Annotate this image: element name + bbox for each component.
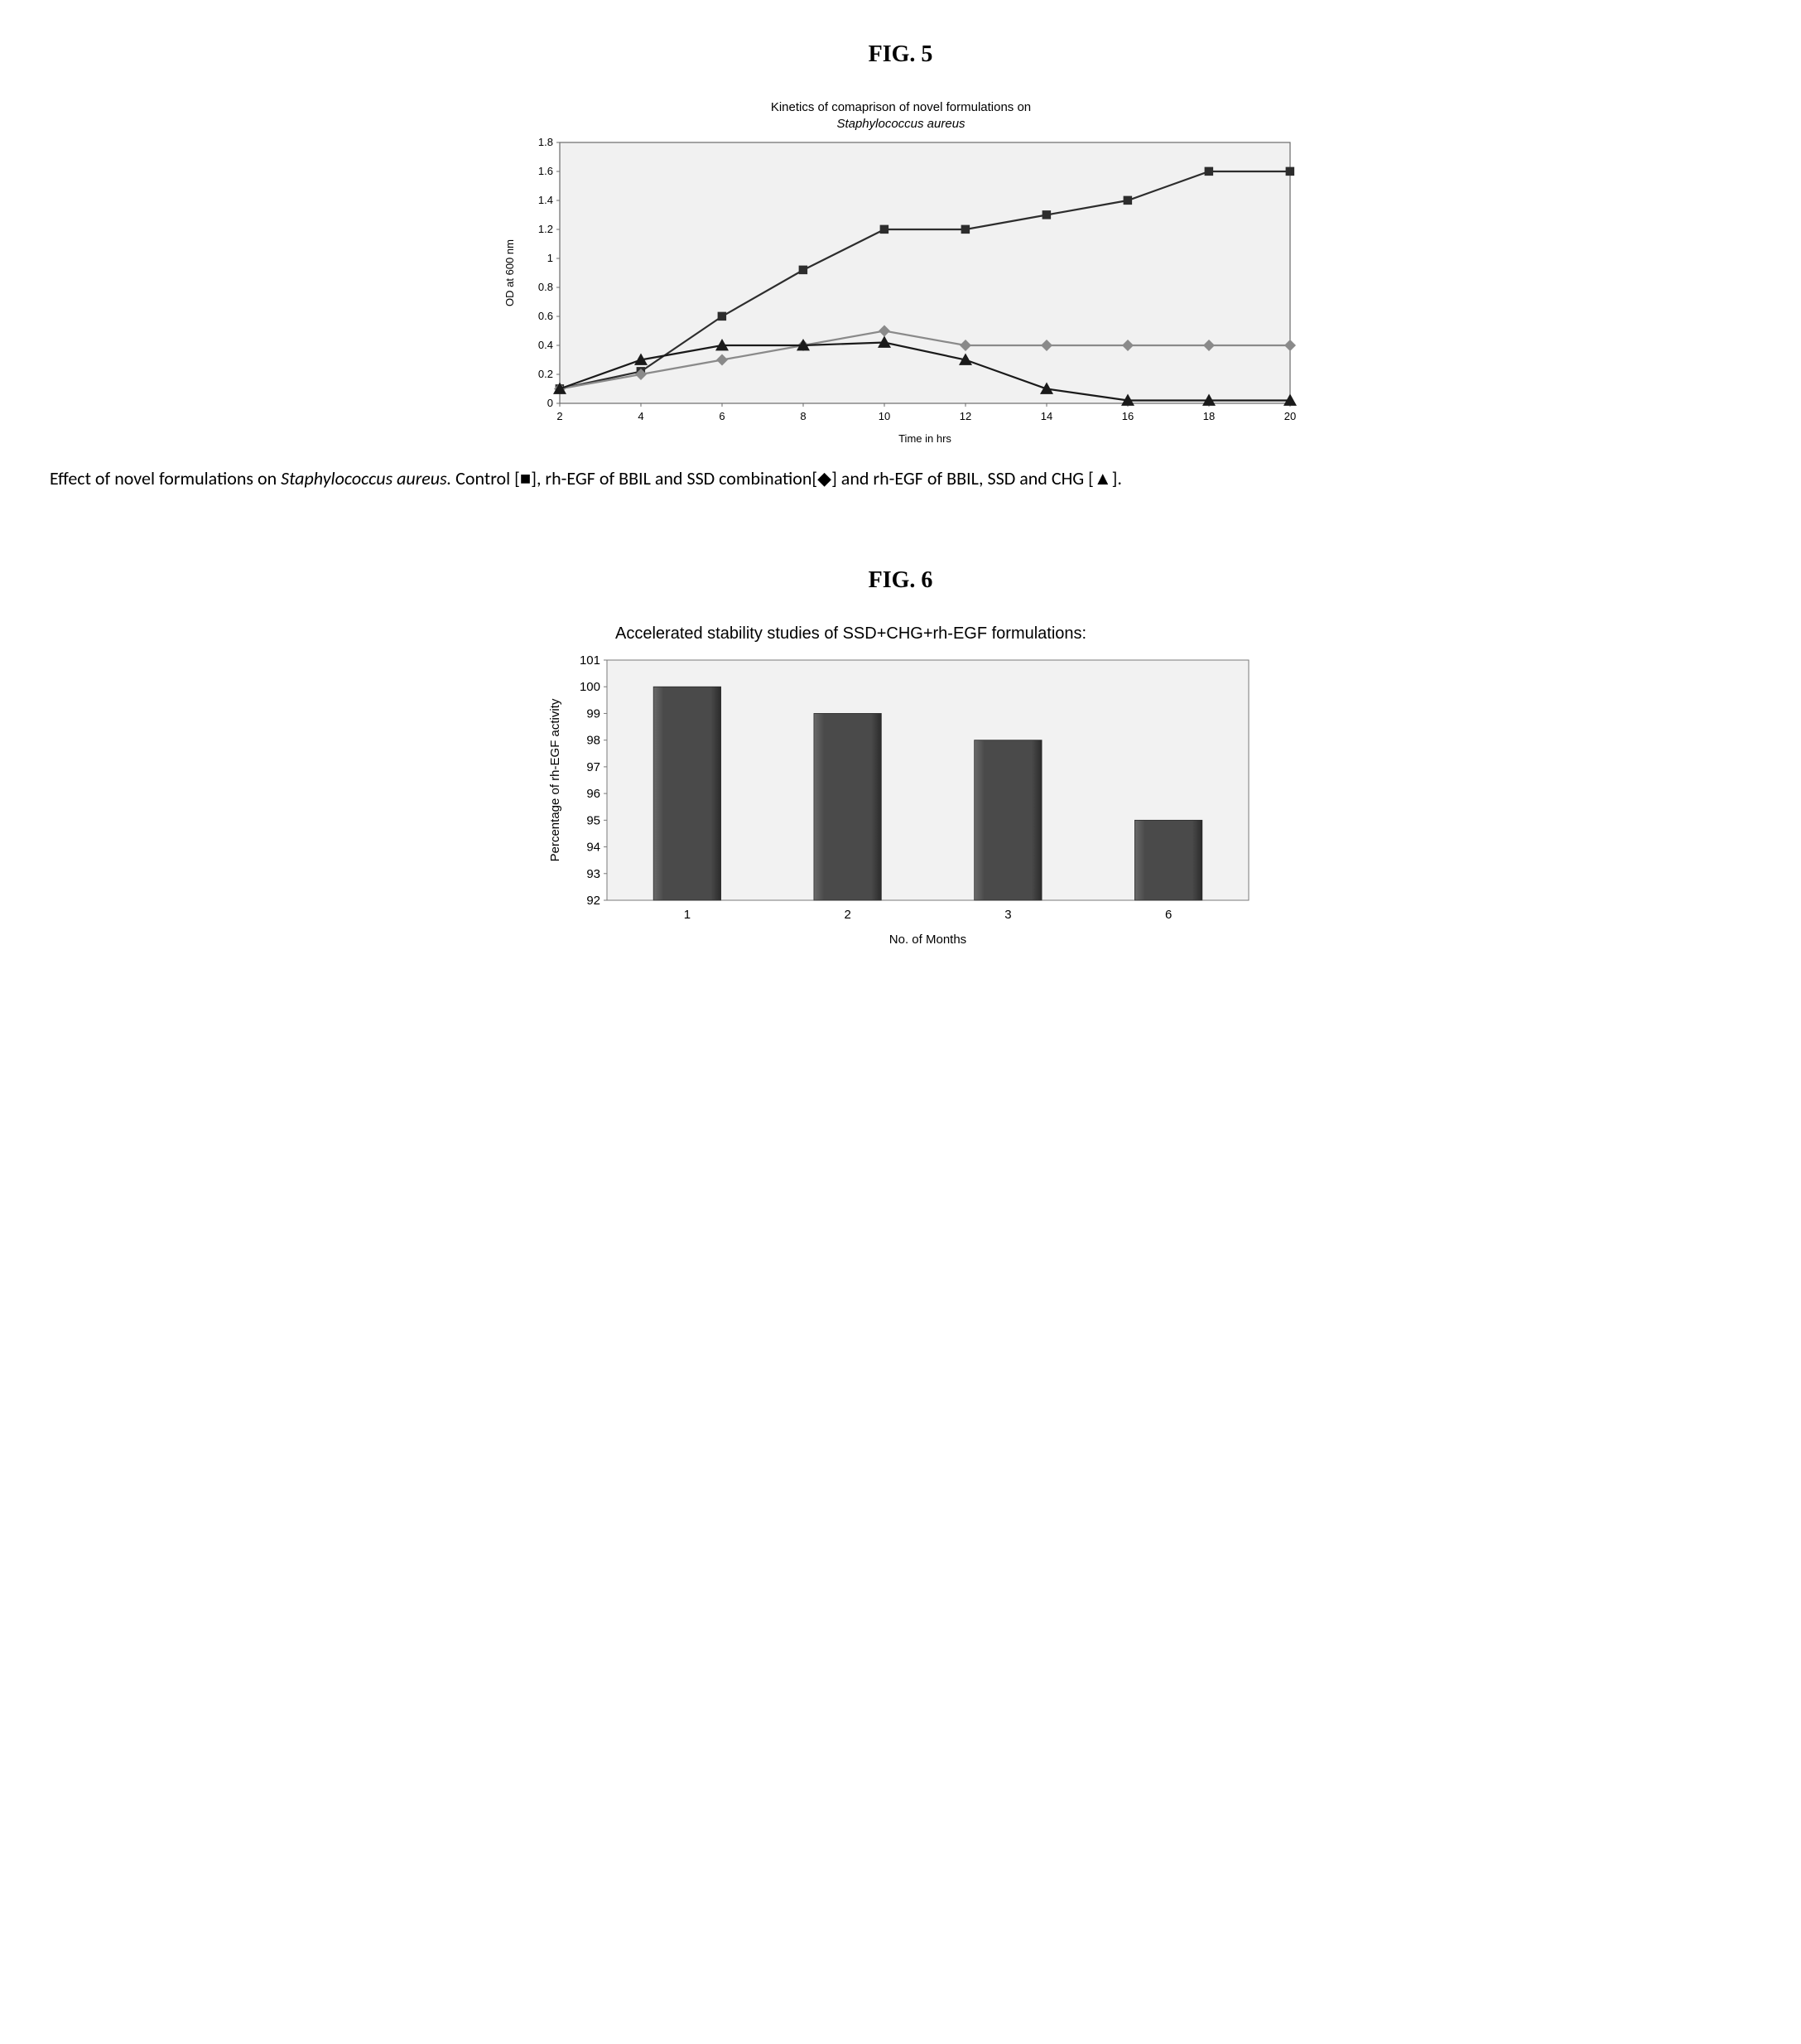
svg-text:Kinetics of comaprison of nove: Kinetics of comaprison of novel formulat… — [770, 100, 1030, 114]
svg-text:20: 20 — [1283, 410, 1295, 422]
triangle-icon: ▲ — [1094, 467, 1112, 489]
svg-text:Time in hrs: Time in hrs — [898, 432, 951, 445]
svg-text:4: 4 — [638, 410, 643, 422]
svg-text:3: 3 — [1004, 908, 1011, 922]
svg-text:1.8: 1.8 — [537, 136, 552, 148]
svg-text:92: 92 — [586, 894, 600, 908]
svg-text:18: 18 — [1202, 410, 1214, 422]
svg-text:96: 96 — [586, 787, 600, 801]
svg-text:93: 93 — [586, 867, 600, 881]
svg-text:94: 94 — [586, 841, 600, 855]
svg-text:95: 95 — [586, 814, 600, 828]
svg-text:12: 12 — [959, 410, 970, 422]
svg-text:0.2: 0.2 — [537, 368, 552, 380]
svg-text:8: 8 — [800, 410, 806, 422]
fig6-label: FIG. 6 — [50, 567, 1751, 594]
diamond-icon: ◆ — [817, 467, 831, 489]
svg-text:2: 2 — [556, 410, 562, 422]
svg-text:0: 0 — [547, 397, 552, 409]
fig5-line-chart: Kinetics of comaprison of novel formulat… — [495, 93, 1307, 449]
svg-text:14: 14 — [1040, 410, 1052, 422]
fig5-caption: Effect of novel formulations on Staphylo… — [50, 464, 1751, 493]
svg-text:16: 16 — [1121, 410, 1133, 422]
svg-text:99: 99 — [586, 707, 600, 721]
svg-text:1: 1 — [547, 252, 552, 264]
svg-text:101: 101 — [579, 653, 600, 668]
caption-text: Control [ — [451, 467, 520, 489]
svg-text:0.4: 0.4 — [537, 339, 552, 351]
caption-text: ], rh-EGF of BBIL and SSD combination[ — [531, 467, 817, 489]
svg-text:Staphylococcus aureus: Staphylococcus aureus — [836, 117, 966, 131]
caption-text: Effect of novel formulations on — [50, 467, 281, 489]
svg-text:2: 2 — [844, 908, 850, 922]
svg-text:1.6: 1.6 — [537, 165, 552, 177]
caption-text: ]. — [1112, 467, 1122, 489]
fig5-chart-container: Kinetics of comaprison of novel formulat… — [50, 93, 1751, 449]
svg-text:Percentage of rh-EGF activity: Percentage of rh-EGF activity — [548, 698, 562, 861]
svg-text:97: 97 — [586, 760, 600, 774]
fig6-bar-chart: Accelerated stability studies of SSD+CHG… — [541, 619, 1261, 950]
caption-text: ] and rh-EGF of BBIL, SSD and CHG [ — [831, 467, 1094, 489]
svg-text:1: 1 — [683, 908, 690, 922]
svg-text:OD at 600 nm: OD at 600 nm — [503, 239, 516, 306]
square-icon: ■ — [520, 467, 531, 489]
svg-text:6: 6 — [719, 410, 725, 422]
fig5-label: FIG. 5 — [50, 41, 1751, 68]
svg-text:Accelerated stability studies: Accelerated stability studies of SSD+CHG… — [615, 624, 1086, 643]
fig6-chart-container: Accelerated stability studies of SSD+CHG… — [50, 619, 1751, 950]
svg-text:100: 100 — [579, 680, 600, 694]
svg-text:10: 10 — [878, 410, 889, 422]
svg-text:98: 98 — [586, 734, 600, 748]
svg-text:No. of Months: No. of Months — [888, 933, 966, 947]
caption-italic: Staphylococcus aureus. — [281, 467, 451, 489]
svg-text:0.8: 0.8 — [537, 281, 552, 293]
svg-text:6: 6 — [1164, 908, 1171, 922]
svg-text:0.6: 0.6 — [537, 310, 552, 322]
svg-text:1.4: 1.4 — [537, 194, 552, 206]
svg-text:1.2: 1.2 — [537, 223, 552, 235]
